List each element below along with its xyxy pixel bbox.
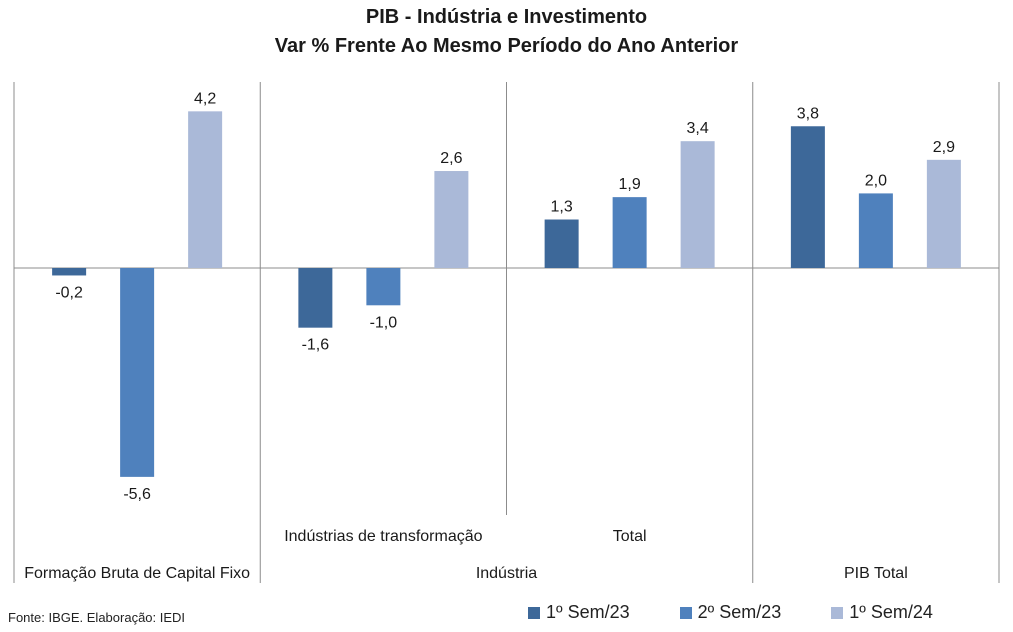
bar — [434, 171, 469, 268]
legend-swatch-series-3 — [831, 606, 844, 619]
data-label: 3,4 — [687, 120, 709, 137]
data-label: -1,0 — [370, 314, 398, 331]
category-group-label: PIB Total — [844, 565, 908, 582]
data-label: 4,2 — [194, 90, 216, 107]
bar — [544, 219, 579, 268]
chart-subtitle: Var % Frente Ao Mesmo Período do Ano Ant… — [274, 35, 739, 57]
data-label: -5,6 — [123, 486, 151, 503]
category-group-label: Formação Bruta de Capital Fixo — [24, 565, 250, 582]
bar — [680, 141, 715, 268]
legend-label-series-1: 1º Sem/23 — [546, 602, 630, 622]
bar — [926, 159, 961, 268]
legend-swatch-series-2 — [679, 606, 692, 619]
legend-label-series-3: 1º Sem/24 — [849, 602, 933, 622]
legend-label-series-2: 2º Sem/23 — [697, 602, 782, 622]
data-label: 3,8 — [797, 105, 819, 122]
data-label: 2,9 — [933, 139, 955, 156]
category-group-label: Indústria — [476, 565, 537, 582]
data-label: -1,6 — [302, 337, 330, 354]
bar — [52, 268, 87, 276]
legend-item-series-2: 2º Sem/23 — [679, 602, 782, 623]
data-label: 1,3 — [551, 199, 573, 216]
bar — [188, 111, 223, 268]
plot-area: -0,2 -5,6 4,2 -1,6 -1,0 2,6 1,3 1,9 3,4 3,8 2,0 2,9… — [13, 82, 1000, 583]
bar — [120, 268, 155, 477]
legend: 1º Sem/23 2º Sem/23 1º Sem/24 — [528, 602, 983, 623]
bar — [298, 268, 333, 328]
source-note: Fonte: IBGE. Elaboração: IEDI — [8, 610, 186, 625]
legend-item-series-1: 1º Sem/23 — [528, 602, 630, 623]
bar — [612, 197, 647, 268]
legend-swatch-series-1 — [528, 606, 540, 619]
data-label: -0,2 — [55, 284, 83, 301]
bar — [858, 193, 893, 268]
legend-item-series-3: 1º Sem/24 — [831, 602, 933, 623]
chart-title: PIB - Indústria e Investimento — [365, 6, 648, 28]
category-label: Indústrias de transformação — [284, 528, 482, 545]
bar — [366, 268, 401, 306]
category-label: Total — [613, 528, 647, 545]
data-label: 2,0 — [865, 172, 887, 189]
data-label: 1,9 — [619, 176, 641, 193]
data-label: 2,6 — [440, 150, 462, 167]
bar — [790, 126, 825, 268]
